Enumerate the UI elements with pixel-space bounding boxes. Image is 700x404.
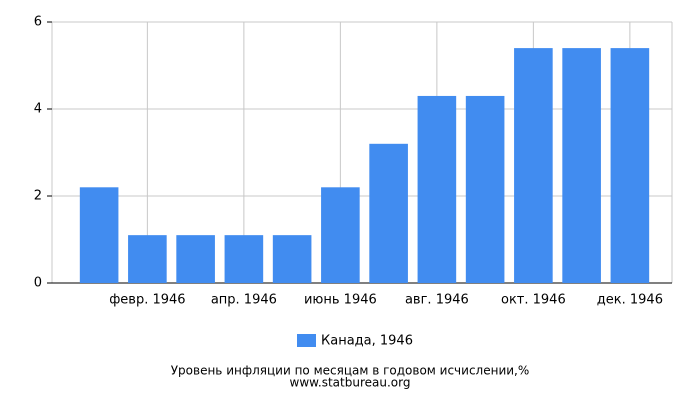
y-tick-label: 0 bbox=[34, 276, 42, 291]
bar bbox=[369, 143, 408, 283]
legend-label: Канада, 1946 bbox=[321, 334, 413, 349]
bar bbox=[176, 235, 215, 283]
bar bbox=[417, 95, 457, 283]
bar bbox=[321, 187, 360, 283]
bar bbox=[514, 48, 553, 283]
bar bbox=[562, 48, 601, 283]
y-tick-label: 2 bbox=[34, 189, 42, 204]
legend-swatch bbox=[297, 334, 316, 347]
x-tick-label: февр. 1946 bbox=[109, 293, 185, 308]
bar bbox=[272, 235, 312, 283]
x-tick-label: авг. 1946 bbox=[405, 293, 469, 308]
source: www.statbureau.org bbox=[290, 376, 411, 390]
x-tick-label: окт. 1946 bbox=[501, 293, 566, 308]
x-tick-label: июнь 1946 bbox=[304, 293, 377, 308]
y-tick-label: 6 bbox=[34, 15, 42, 30]
chart-title: Уровень инфляции по месяцам в годовом ис… bbox=[171, 364, 530, 378]
bar bbox=[465, 95, 505, 283]
bar bbox=[79, 187, 119, 283]
y-tick-label: 4 bbox=[34, 102, 42, 117]
bar bbox=[128, 235, 167, 283]
x-tick-label: дек. 1946 bbox=[597, 293, 663, 308]
x-tick-label: апр. 1946 bbox=[211, 293, 277, 308]
bar bbox=[224, 235, 264, 283]
bar bbox=[610, 48, 650, 283]
